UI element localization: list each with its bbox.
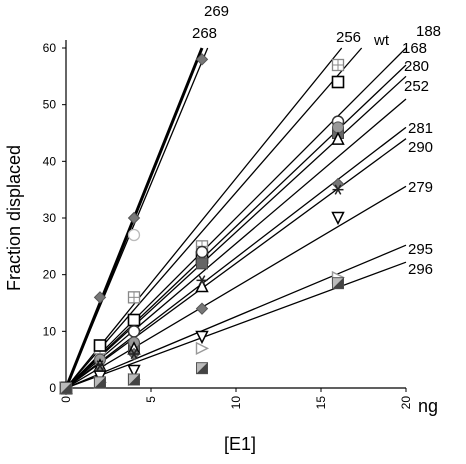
data-point-268 <box>127 228 141 242</box>
x-tick-label: 0 <box>59 396 73 403</box>
data-point-wt <box>93 339 107 352</box>
data-point-296 <box>332 277 344 290</box>
y-axis-title: Fraction displaced <box>4 145 24 291</box>
data-point-188 <box>127 325 141 338</box>
data-point-269 <box>127 211 141 225</box>
data-point-279 <box>127 364 141 379</box>
fit-line-280 <box>65 75 407 389</box>
y-tick-label: 20 <box>43 268 57 282</box>
series-label-296: 296 <box>408 261 433 278</box>
y-tick-label: 0 <box>49 381 56 395</box>
data-point-256 <box>331 58 345 72</box>
data-point-269 <box>195 53 209 66</box>
y-tick-label: 30 <box>43 211 57 225</box>
series-label-295: 295 <box>408 241 433 258</box>
y-tick-label: 10 <box>43 324 57 338</box>
data-point-252 <box>331 131 345 145</box>
fit-line-wt <box>65 47 363 389</box>
series-label-256: 256 <box>336 29 361 46</box>
x-tick-label: 20 <box>399 396 413 410</box>
data-point-281 <box>331 177 345 191</box>
data-point-296 <box>94 376 106 389</box>
fit-line-188 <box>65 47 407 389</box>
x-axis-title: [E1] <box>224 434 256 454</box>
data-point-290 <box>94 360 106 371</box>
data-point-279 <box>331 211 345 226</box>
data-point-290 <box>196 275 208 286</box>
data-point-290 <box>332 184 344 195</box>
fit-line-256 <box>65 47 343 389</box>
fit-line-296 <box>65 261 407 389</box>
series-label-268: 268 <box>192 25 217 42</box>
data-point-280 <box>332 121 344 134</box>
data-point-168 <box>196 257 208 270</box>
fit-line-295 <box>65 244 407 389</box>
series-label-290: 290 <box>408 139 433 156</box>
x-tick-label: 10 <box>229 396 243 410</box>
fit-line-279 <box>65 185 407 389</box>
series-label-281: 281 <box>408 120 433 137</box>
series-label-252: 252 <box>404 78 429 95</box>
x-axis-unit: ng <box>418 396 438 416</box>
y-tick-label: 50 <box>43 98 57 112</box>
data-point-296 <box>128 373 140 386</box>
fit-line-281 <box>65 126 407 389</box>
y-tick-label: 60 <box>43 41 57 55</box>
data-markers <box>59 53 346 396</box>
data-point-281 <box>195 302 209 315</box>
data-point-295 <box>195 341 210 355</box>
fit-line-252 <box>65 98 407 389</box>
data-point-188 <box>195 245 209 259</box>
series-label-wt: wt <box>373 32 390 49</box>
data-point-269 <box>93 291 107 304</box>
data-point-296 <box>60 382 72 394</box>
series-label-280: 280 <box>404 58 429 75</box>
data-point-290 <box>128 348 140 360</box>
fit-line-168 <box>65 64 407 389</box>
x-tick-label: 15 <box>314 396 328 410</box>
x-tick-label: 5 <box>144 396 158 403</box>
fit-line-290 <box>65 138 407 389</box>
data-point-256 <box>127 291 141 304</box>
series-label-168: 168 <box>402 40 427 57</box>
data-point-wt <box>331 75 345 89</box>
series-label-188: 188 <box>416 23 441 40</box>
data-point-252 <box>195 278 209 293</box>
series-label-279: 279 <box>408 179 433 196</box>
y-tick-label: 40 <box>43 154 57 168</box>
data-point-279 <box>195 330 209 345</box>
axes: 0 10 20 30 40 50 60 0 5 10 15 20 <box>43 40 413 409</box>
fit-lines <box>64 47 407 389</box>
series-label-269: 269 <box>204 3 229 20</box>
data-point-wt <box>127 313 141 327</box>
data-point-296 <box>196 362 208 375</box>
